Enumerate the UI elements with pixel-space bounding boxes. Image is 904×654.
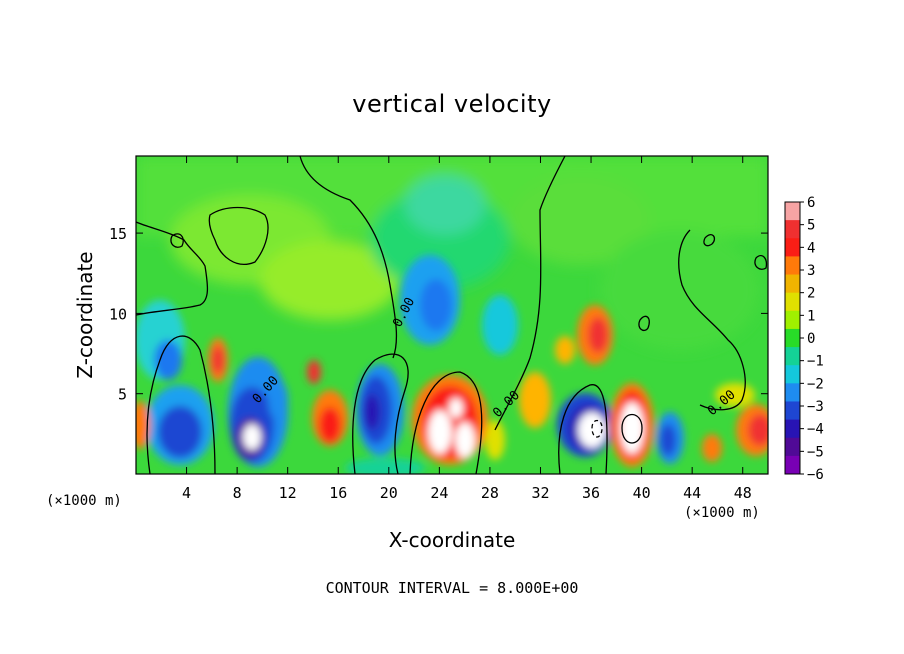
contour-updraft-cell xyxy=(409,371,483,474)
x-unit-label-right: (×1000 m) xyxy=(684,505,760,521)
x-tick-label: 48 xyxy=(734,484,752,502)
colorbar-swatch xyxy=(785,220,800,239)
x-tick-label: 16 xyxy=(329,484,347,502)
colorbar-tick-label: 3 xyxy=(807,263,815,279)
colorbar-tick-label: −4 xyxy=(807,422,824,438)
x-unit-label-left: (×1000 m) xyxy=(46,493,122,509)
x-axis-title: X-coordinate xyxy=(389,528,516,552)
contour-right-upper xyxy=(678,229,746,411)
x-tick-label: 36 xyxy=(582,484,600,502)
colorbar-swatch xyxy=(785,347,800,366)
y-axis-ticks: 5 10 15 xyxy=(109,225,768,404)
x-tick-label: 4 xyxy=(182,484,191,502)
x-tick-label: 44 xyxy=(683,484,701,502)
colorbar-swatch xyxy=(785,202,800,221)
contour-interval-note: CONTOUR INTERVAL = 8.000E+00 xyxy=(326,579,579,597)
colorbar-tick-label: 2 xyxy=(807,286,815,302)
x-axis-ticks: 4 8 12 16 20 24 28 32 36 40 44 48 xyxy=(182,156,752,502)
x-tick-label: 12 xyxy=(279,484,297,502)
contour-center-cell xyxy=(352,353,409,474)
colorbar-tick-label: 6 xyxy=(807,195,815,211)
y-tick-label: 10 xyxy=(109,305,127,323)
colorbar-swatch xyxy=(785,383,800,402)
contour-small-1 xyxy=(703,234,716,247)
field-cells xyxy=(136,255,768,474)
contour-cell-36 xyxy=(558,384,608,474)
zero-contours xyxy=(136,156,768,474)
chart-title: vertical velocity xyxy=(352,90,551,118)
x-tick-label: 28 xyxy=(481,484,499,502)
colorbar-tick-label: −6 xyxy=(807,467,824,483)
contour-left-cell xyxy=(146,335,216,474)
contour-upper-center xyxy=(299,156,398,359)
contour-island xyxy=(208,206,269,265)
x-tick-label: 20 xyxy=(380,484,398,502)
field-broad xyxy=(136,156,768,350)
x-tick-label: 8 xyxy=(233,484,242,502)
contour-small-2 xyxy=(638,315,650,332)
x-tick-label: 24 xyxy=(430,484,448,502)
x-tick-label: 40 xyxy=(633,484,651,502)
colorbar-swatch xyxy=(785,455,800,475)
contour-core-39 xyxy=(621,413,643,444)
y-tick-label: 15 xyxy=(109,225,127,243)
colorbar-tick-label: −3 xyxy=(807,399,824,415)
colorbar-swatch xyxy=(785,401,800,421)
colorbar-tick-label: 5 xyxy=(807,218,815,234)
contour-right xyxy=(494,156,566,431)
colorbar-tick-label: −5 xyxy=(807,444,824,460)
colorbar-swatch xyxy=(785,292,800,312)
contour-small-3 xyxy=(170,233,184,248)
y-axis-title: Z-coordinate xyxy=(73,251,97,378)
colorbar-swatch xyxy=(785,365,800,384)
contour-upper-left xyxy=(136,221,209,316)
colorbar-tick-label: 0 xyxy=(807,331,815,347)
colorbar-swatch xyxy=(785,238,800,257)
colorbar: 6 5 4 3 2 1 0 −1 −2 −3 −4 −5 −6 xyxy=(784,195,824,483)
colorbar-swatch xyxy=(785,437,800,457)
colorbar-tick-label: −2 xyxy=(807,376,824,392)
colorbar-swatch xyxy=(785,256,800,276)
colorbar-swatch xyxy=(785,310,800,330)
colorbar-swatch xyxy=(785,419,800,439)
plot-frame xyxy=(135,155,769,475)
x-tick-label: 32 xyxy=(531,484,549,502)
colorbar-swatch xyxy=(785,274,800,294)
plot-area: 0.00 0.00 0.00 0.00 xyxy=(136,156,768,474)
contour-small-4 xyxy=(754,254,768,270)
y-tick-label: 5 xyxy=(118,386,127,404)
colorbar-tick-label: 1 xyxy=(807,308,815,324)
colorbar-tick-label: −1 xyxy=(807,354,824,370)
colorbar-swatch xyxy=(785,328,800,348)
colorbar-tick-label: 4 xyxy=(807,240,815,256)
